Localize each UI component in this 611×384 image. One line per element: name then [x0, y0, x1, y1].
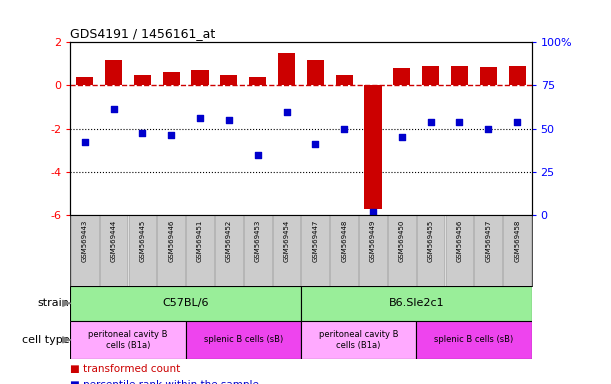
Bar [301, 321, 416, 359]
Bar [417, 215, 444, 286]
Bar [451, 66, 468, 86]
Bar [388, 215, 415, 286]
Text: peritoneal cavity B
cells (B1a): peritoneal cavity B cells (B1a) [88, 330, 167, 349]
Text: GSM569443: GSM569443 [82, 219, 88, 262]
Bar [249, 77, 266, 86]
Text: GSM569447: GSM569447 [312, 219, 318, 262]
Bar [393, 68, 411, 86]
Text: GSM569455: GSM569455 [428, 219, 434, 262]
Text: GSM569445: GSM569445 [139, 219, 145, 262]
Bar [158, 215, 185, 286]
Bar [335, 74, 353, 86]
Point [310, 141, 320, 147]
Text: strain: strain [38, 298, 70, 308]
Bar [273, 215, 301, 286]
Text: GSM569450: GSM569450 [399, 219, 405, 262]
Text: peritoneal cavity B
cells (B1a): peritoneal cavity B cells (B1a) [319, 330, 398, 349]
Bar [364, 86, 382, 209]
Bar [278, 53, 295, 86]
Point [137, 130, 147, 136]
Text: GSM569452: GSM569452 [226, 219, 232, 262]
Text: GSM569451: GSM569451 [197, 219, 203, 262]
Text: splenic B cells (sB): splenic B cells (sB) [434, 335, 513, 344]
Text: ■ percentile rank within the sample: ■ percentile rank within the sample [70, 380, 259, 384]
Text: GSM569448: GSM569448 [341, 219, 347, 262]
Bar [70, 321, 186, 359]
Bar [301, 286, 532, 321]
Bar [220, 74, 238, 86]
Point [282, 109, 291, 116]
Bar [480, 67, 497, 86]
Bar [244, 215, 271, 286]
Point [455, 119, 464, 125]
Point [483, 126, 493, 132]
Bar [191, 70, 209, 86]
Bar [307, 60, 324, 86]
Bar [105, 60, 122, 86]
Point [339, 126, 349, 132]
Bar [163, 73, 180, 86]
Point [224, 117, 234, 123]
Point [512, 119, 522, 125]
Point [253, 152, 263, 158]
Text: C57BL/6: C57BL/6 [163, 298, 209, 308]
Bar [215, 215, 243, 286]
Point [368, 209, 378, 215]
Point [426, 119, 436, 125]
Bar [70, 286, 301, 321]
Text: GSM569453: GSM569453 [255, 219, 261, 262]
Point [166, 132, 176, 138]
Bar [445, 215, 474, 286]
Text: GSM569458: GSM569458 [514, 219, 520, 262]
Text: splenic B cells (sB): splenic B cells (sB) [203, 335, 283, 344]
Text: cell type: cell type [22, 335, 70, 345]
Text: GDS4191 / 1456161_at: GDS4191 / 1456161_at [70, 26, 216, 40]
Text: ■ transformed count: ■ transformed count [70, 364, 180, 374]
Bar [503, 215, 531, 286]
Bar [186, 215, 214, 286]
Bar [301, 215, 329, 286]
Text: B6.Sle2c1: B6.Sle2c1 [389, 298, 444, 308]
Text: GSM569457: GSM569457 [485, 219, 491, 262]
Bar [359, 215, 387, 286]
Bar [475, 215, 502, 286]
Point [397, 134, 407, 141]
Bar [416, 321, 532, 359]
Bar [134, 74, 151, 86]
Bar [422, 66, 439, 86]
Point [109, 106, 119, 112]
Bar [76, 77, 93, 86]
Text: GSM569446: GSM569446 [168, 219, 174, 262]
Point [195, 115, 205, 121]
Bar [508, 66, 526, 86]
Text: GSM569456: GSM569456 [456, 219, 463, 262]
Bar [128, 215, 156, 286]
Point [80, 139, 90, 145]
Bar [186, 321, 301, 359]
Bar [100, 215, 127, 286]
Text: GSM569454: GSM569454 [284, 219, 290, 262]
Bar [331, 215, 358, 286]
Text: GSM569449: GSM569449 [370, 219, 376, 262]
Bar [71, 215, 98, 286]
Text: GSM569444: GSM569444 [111, 219, 117, 262]
